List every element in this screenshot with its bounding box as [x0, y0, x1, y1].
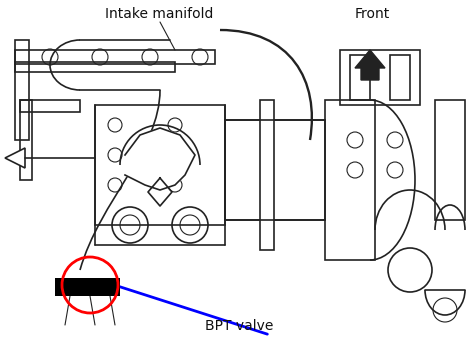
Polygon shape — [125, 128, 195, 190]
Bar — [20, 100, 32, 180]
Bar — [15, 40, 29, 140]
Bar — [15, 50, 215, 64]
Polygon shape — [5, 148, 25, 168]
Bar — [15, 62, 175, 72]
Text: BPT valve: BPT valve — [205, 319, 273, 333]
Bar — [350, 55, 370, 100]
FancyArrow shape — [355, 50, 385, 80]
Bar — [260, 100, 274, 250]
Bar — [95, 105, 225, 225]
Text: Intake manifold: Intake manifold — [105, 7, 213, 21]
Bar — [55, 278, 120, 296]
Bar — [340, 50, 420, 105]
Bar — [435, 100, 465, 220]
Bar — [225, 120, 325, 220]
Bar — [325, 100, 375, 260]
Text: Front: Front — [355, 7, 390, 21]
Bar — [390, 55, 410, 100]
Bar — [20, 100, 80, 112]
